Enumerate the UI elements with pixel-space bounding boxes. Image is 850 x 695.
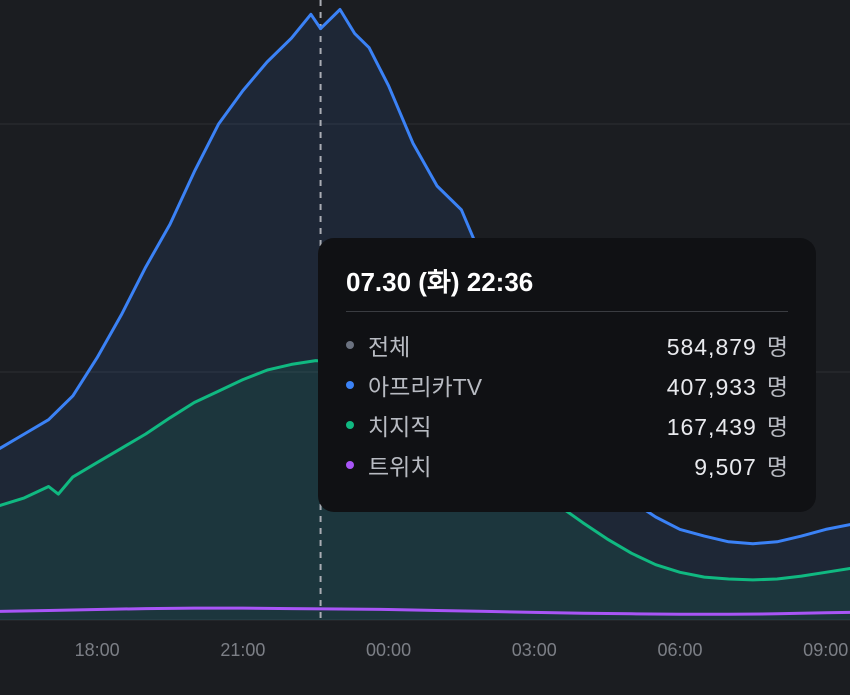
x-axis-tick-label: 06:00 bbox=[657, 640, 702, 661]
series-label: 치지직 bbox=[368, 408, 431, 442]
viewer-chart: 18:00 21:00 00:00 03:00 06:00 09:00 07.30 (화)… bbox=[0, 0, 850, 695]
series-dot-icon bbox=[346, 421, 354, 429]
series-value: 584,879 bbox=[607, 334, 757, 361]
x-axis-tick-label: 03:00 bbox=[512, 640, 557, 661]
series-dot-icon bbox=[346, 381, 354, 389]
tooltip-divider bbox=[346, 311, 788, 312]
tooltip-title: 07.30 (화) 22:36 bbox=[346, 262, 788, 299]
x-axis-tick-label: 18:00 bbox=[75, 640, 120, 661]
tooltip-row: 아프리카TV 407,933 명 bbox=[346, 368, 788, 402]
tooltip-row: 트위치 9,507 명 bbox=[346, 448, 788, 482]
x-axis-tick-label: 09:00 bbox=[803, 640, 848, 661]
series-unit: 명 bbox=[767, 368, 788, 402]
series-value: 9,507 bbox=[607, 454, 757, 481]
x-axis-tick-label: 21:00 bbox=[220, 640, 265, 661]
series-dot-icon bbox=[346, 341, 354, 349]
chart-tooltip: 07.30 (화) 22:36 전체584,879명아프리카TV407,933명… bbox=[318, 238, 816, 512]
x-axis-tick-label: 00:00 bbox=[366, 640, 411, 661]
tooltip-row: 치지직 167,439 명 bbox=[346, 408, 788, 442]
tooltip-rows: 전체584,879명아프리카TV407,933명치지직167,439명트위치9,… bbox=[346, 328, 788, 482]
series-value: 167,439 bbox=[607, 414, 757, 441]
tooltip-row: 전체 584,879 명 bbox=[346, 328, 788, 362]
series-label: 트위치 bbox=[368, 448, 431, 482]
series-label: 전체 bbox=[368, 328, 410, 362]
series-unit: 명 bbox=[767, 408, 788, 442]
series-value: 407,933 bbox=[607, 374, 757, 401]
series-label: 아프리카TV bbox=[368, 368, 482, 402]
series-unit: 명 bbox=[767, 328, 788, 362]
series-dot-icon bbox=[346, 461, 354, 469]
series-unit: 명 bbox=[767, 448, 788, 482]
